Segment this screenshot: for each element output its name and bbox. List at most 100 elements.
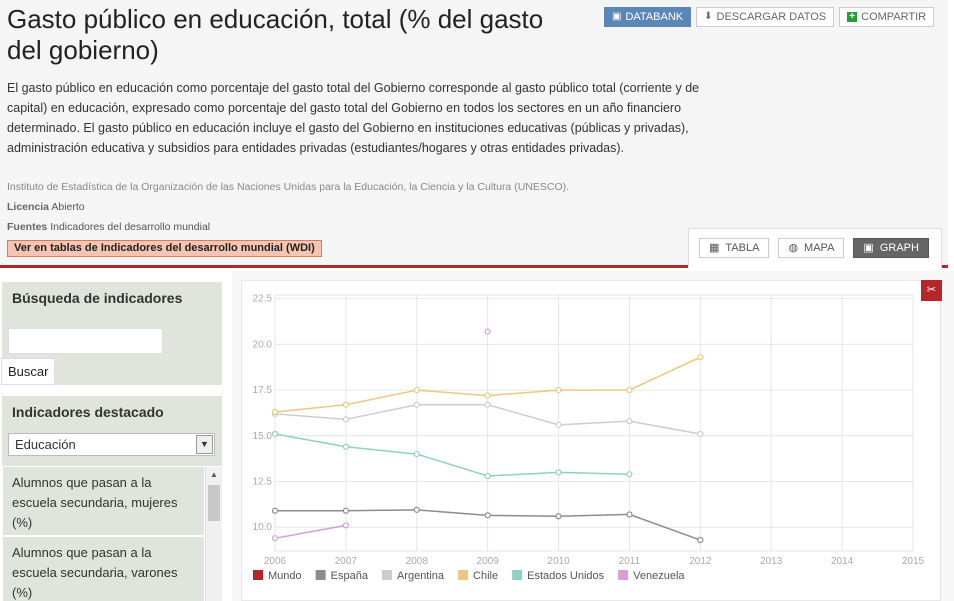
data-point xyxy=(342,401,349,408)
download-data-button[interactable]: ⬇ DESCARGAR DATOS xyxy=(696,7,835,27)
tab-graph[interactable]: ▣ GRAPH xyxy=(853,238,929,258)
data-point xyxy=(271,535,279,542)
y-tick-label: 22.5 xyxy=(253,294,273,305)
legend-label: Argentina xyxy=(397,570,445,582)
download-icon: ⬇ xyxy=(704,11,713,22)
y-tick-label: 17.5 xyxy=(253,385,273,396)
page-title: Gasto público en educación, total (% del… xyxy=(7,4,544,65)
legend-label: Mundo xyxy=(268,570,302,582)
collapse-icon[interactable]: ✂ xyxy=(921,280,942,301)
legend-swatch xyxy=(512,570,523,580)
legend-label: Estados Unidos xyxy=(527,570,605,582)
license-value: Abierto xyxy=(51,201,85,213)
data-point xyxy=(484,512,491,519)
legend-swatch xyxy=(253,570,263,580)
view-tabs: ▦ TABLA ◍ MAPA ▣ GRAPH xyxy=(688,228,942,268)
data-point xyxy=(413,401,420,408)
chevron-up-icon[interactable]: ▲ xyxy=(210,470,218,479)
list-item[interactable]: Alumnos que pasan a la escuela secundari… xyxy=(3,537,204,601)
x-tick-label: 2014 xyxy=(831,556,854,567)
legend-swatch xyxy=(618,570,629,580)
search-button[interactable]: Buscar xyxy=(1,358,56,385)
y-tick-label: 20.0 xyxy=(253,339,273,350)
tab-map[interactable]: ◍ MAPA xyxy=(778,238,845,258)
indicator-list-scrollbar[interactable]: ▲ xyxy=(205,467,222,601)
sources-row: Fuentes Indicadores del desarrollo mundi… xyxy=(7,221,210,233)
y-tick-label: 10.0 xyxy=(253,522,273,533)
data-point xyxy=(555,469,562,476)
chart-container: 10.0 12.5 15.0 17.5 20.0 22.5 2006 2007 2008 2009… xyxy=(241,280,941,601)
wdi-tables-link[interactable]: Ver en tablas de Indicadores del desarro… xyxy=(7,240,322,257)
featured-panel-title: Indicadores destacado xyxy=(12,404,164,420)
data-point xyxy=(697,354,704,361)
source-value: Instituto de Estadística de la Organizac… xyxy=(7,181,570,193)
data-point xyxy=(342,443,349,450)
x-tick-label: 2013 xyxy=(760,556,783,567)
tab-graph-label: GRAPH xyxy=(879,242,919,254)
data-point xyxy=(484,328,491,335)
x-tick-label: 2007 xyxy=(335,556,358,567)
x-tick-label: 2012 xyxy=(689,556,712,567)
chevron-down-icon[interactable]: ▼ xyxy=(196,435,213,454)
data-point xyxy=(484,472,491,480)
data-point xyxy=(626,418,633,425)
list-item[interactable]: Alumnos que pasan a la escuela secundari… xyxy=(3,467,204,535)
legend-label: Venezuela xyxy=(633,570,685,582)
share-label: COMPARTIR xyxy=(861,11,927,23)
chart-icon: ▣ xyxy=(863,242,874,254)
legend-label: España xyxy=(331,570,369,582)
data-point xyxy=(342,416,349,423)
x-tick-label: 2006 xyxy=(264,556,287,567)
source-text: Instituto de Estadística de la Organizac… xyxy=(7,181,569,193)
data-point xyxy=(271,408,279,416)
legend-swatch xyxy=(381,570,392,580)
search-panel-title: Búsqueda de indicadores xyxy=(12,290,183,306)
data-point xyxy=(697,430,704,438)
indicator-header: Gasto público en educación, total (% del… xyxy=(0,0,954,268)
featured-category-value: Educación xyxy=(15,437,76,452)
data-point xyxy=(484,401,491,408)
tab-table-label: TABLA xyxy=(725,242,760,254)
series-line xyxy=(274,433,630,477)
series-line xyxy=(274,524,347,539)
databank-button[interactable]: ▣ DATABANK xyxy=(604,7,692,27)
data-point xyxy=(555,421,562,428)
data-point xyxy=(555,386,562,394)
globe-icon: ◍ xyxy=(788,242,799,254)
y-tick-label: 15.0 xyxy=(253,431,273,442)
indicator-description: El gasto público en educación como porce… xyxy=(7,81,700,155)
x-tick-label: 2008 xyxy=(406,556,429,567)
data-point xyxy=(697,536,704,544)
x-tick-label: 2010 xyxy=(547,556,570,567)
data-point xyxy=(342,507,349,514)
download-label: DESCARGAR DATOS xyxy=(716,11,827,23)
legend-swatch xyxy=(315,570,326,580)
data-point xyxy=(342,522,349,529)
license-label: Licencia xyxy=(7,201,50,213)
sources-label: Fuentes xyxy=(7,221,48,233)
legend-swatch xyxy=(458,570,469,580)
y-tick-label: 12.5 xyxy=(253,477,273,488)
top-actions: ▣ DATABANK ⬇ DESCARGAR DATOS + COMPARTIR xyxy=(604,7,935,27)
share-button[interactable]: + COMPARTIR xyxy=(839,7,935,27)
legend-label: Chile xyxy=(473,570,498,582)
data-point xyxy=(484,392,491,399)
databank-label: DATABANK xyxy=(625,11,684,23)
data-point xyxy=(555,513,562,520)
x-tick-label: 2009 xyxy=(477,556,500,567)
table-icon: ▦ xyxy=(709,242,720,254)
x-tick-label: 2015 xyxy=(902,556,925,567)
license-row: Licencia Abierto xyxy=(7,201,85,213)
search-input[interactable] xyxy=(8,328,163,354)
chart-icon: ▣ xyxy=(612,11,622,22)
x-tick-label: 2011 xyxy=(619,556,641,567)
data-point xyxy=(271,430,279,438)
scrollbar-thumb[interactable] xyxy=(208,485,220,521)
featured-category-select[interactable]: Educación ▼ xyxy=(8,433,215,456)
line-chart: 10.0 12.5 15.0 17.5 20.0 22.5 2006 2007 2008 2009… xyxy=(253,294,925,582)
data-point xyxy=(626,386,633,394)
sources-value: Indicadores del desarrollo mundial xyxy=(50,221,211,233)
tab-map-label: MAPA xyxy=(804,242,835,254)
data-point xyxy=(626,511,633,518)
tab-table[interactable]: ▦ TABLA xyxy=(699,238,770,258)
